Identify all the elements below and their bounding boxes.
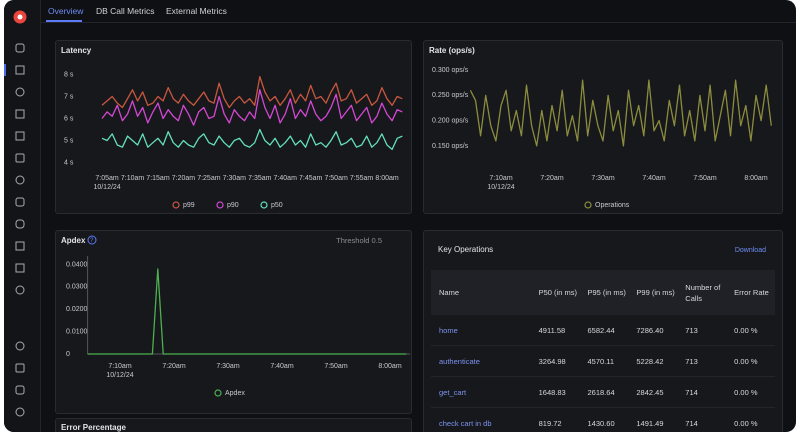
sidebar-icons: [4, 10, 27, 417]
table-cell: 6582.44: [579, 315, 629, 346]
operation-name: get_cart: [431, 376, 531, 408]
table-cell: 819.72: [530, 407, 580, 432]
column-header: P50 (in ms): [530, 270, 580, 315]
nav-icon[interactable]: [15, 385, 25, 395]
column-header: Number of Calls: [677, 270, 727, 315]
table-cell: 5228.42: [628, 345, 678, 377]
table-cell: 0.00 %: [726, 315, 775, 346]
nav-icon[interactable]: [15, 263, 25, 273]
nav-icon[interactable]: [15, 175, 25, 185]
nav-icon[interactable]: [15, 43, 25, 53]
apdex-panel: [55, 230, 412, 414]
tab[interactable]: DB Call Metrics: [96, 6, 155, 16]
table-row: authenticate 3264.98 4570.11 5228.42 713 0.00…: [431, 345, 775, 377]
sidebar: [4, 0, 41, 432]
column-header: Name: [431, 270, 531, 315]
nav-icon[interactable]: [15, 197, 25, 207]
table-cell: 713: [677, 315, 727, 346]
table-cell: 2842.45: [628, 376, 678, 408]
tab[interactable]: External Metrics: [166, 6, 227, 16]
table-cell: 4570.11: [579, 345, 629, 377]
app-window: Overview DB Call Metrics External Metric…: [4, 0, 796, 432]
rate-panel: [423, 40, 783, 214]
table-cell: 0.00 %: [726, 407, 775, 432]
operation-name: check cart in db: [431, 407, 531, 432]
nav-icon[interactable]: [15, 87, 25, 97]
table-cell: 2618.64: [579, 376, 629, 408]
nav-icon[interactable]: [15, 241, 25, 251]
table-cell: 714: [677, 407, 727, 432]
table-cell: 1491.49: [628, 407, 678, 432]
table-row: home 4911.58 6582.44 7286.40 713 0.00 %: [431, 315, 775, 346]
latency-panel: [55, 40, 412, 214]
column-header: Error Rate: [726, 270, 775, 315]
table-cell: 713: [677, 345, 727, 377]
nav-icon[interactable]: [15, 65, 25, 75]
table-cell: 7286.40: [628, 315, 678, 346]
column-header: P95 (in ms): [579, 270, 629, 315]
nav-icon[interactable]: [15, 285, 25, 295]
table-cell: 4911.58: [530, 315, 580, 346]
table-cell: 0.00 %: [726, 376, 775, 408]
logo-dot: [17, 14, 23, 20]
tab[interactable]: Overview: [48, 6, 84, 16]
operation-name: home: [431, 315, 531, 346]
nav-icon[interactable]: [15, 131, 25, 141]
table-row: check cart in db 819.72 1430.60 1491.49 714 0…: [431, 407, 775, 432]
nav-icon[interactable]: [15, 363, 25, 373]
error-panel: [55, 418, 412, 432]
tab-divider: [40, 22, 796, 23]
column-header: P99 (in ms): [628, 270, 678, 315]
table-cell: 3264.98: [530, 345, 580, 377]
table-cell: 1648.83: [530, 376, 580, 408]
table-header-row: Name P50 (in ms) P95 (in ms) P99 (in ms) Num…: [431, 270, 775, 315]
nav-icon[interactable]: [15, 219, 25, 229]
table-cell: 1430.60: [579, 407, 629, 432]
nav-icon[interactable]: [15, 407, 25, 417]
nav-icon[interactable]: [15, 109, 25, 119]
tab-underline: [46, 20, 82, 22]
table-cell: 0.00 %: [726, 345, 775, 377]
table-body: home 4911.58 6582.44 7286.40 713 0.00 % authen…: [431, 315, 775, 432]
table-row: get_cart 1648.83 2618.64 2842.45 714 0.00 %: [431, 376, 775, 408]
nav-icon[interactable]: [15, 153, 25, 163]
key-operations-table: Name P50 (in ms) P95 (in ms) P99 (in ms) Num…: [431, 270, 775, 432]
nav-icon[interactable]: [15, 341, 25, 351]
table-cell: 714: [677, 376, 727, 408]
operation-name: authenticate: [431, 345, 531, 377]
